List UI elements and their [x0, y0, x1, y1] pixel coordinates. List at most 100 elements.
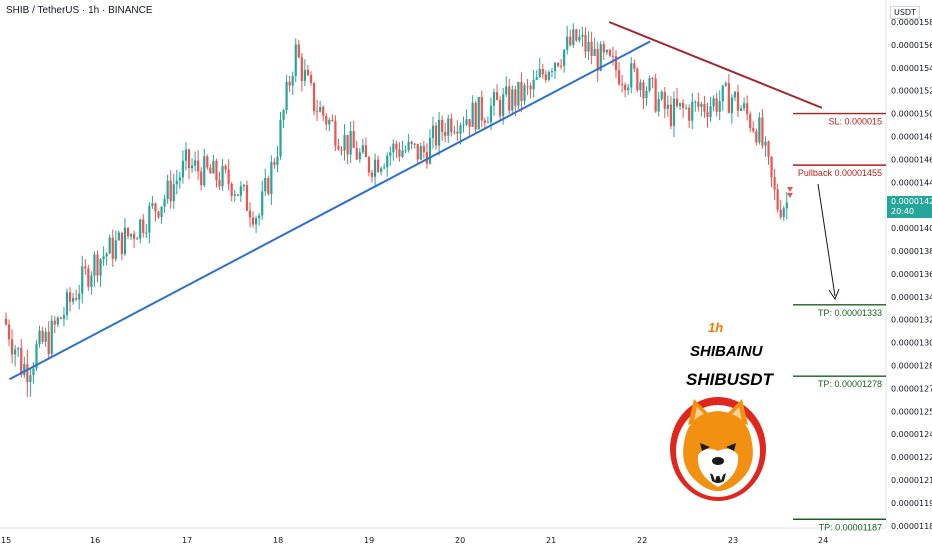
candle-body	[575, 29, 578, 41]
candle-body	[312, 82, 316, 112]
candle-body	[685, 107, 688, 109]
candle-body	[11, 339, 14, 355]
candle-body	[41, 330, 44, 342]
candle-body	[7, 324, 11, 340]
y-tick-label: 0.00001285	[891, 362, 932, 371]
candle-body	[508, 86, 511, 111]
candle-body	[630, 63, 633, 88]
x-tick-label: 16	[90, 536, 100, 545]
candle-body	[389, 152, 392, 156]
candle-body	[666, 104, 669, 109]
level-label-sl: SL: 0.000015	[828, 117, 882, 127]
name-annotation: SHIBAINU	[690, 343, 763, 360]
candle-body	[709, 106, 712, 117]
candle-body	[621, 84, 624, 86]
candle-body	[578, 36, 581, 41]
candle-body	[715, 98, 718, 112]
candle-body	[398, 149, 401, 157]
candle-body	[81, 266, 84, 294]
candle-body	[724, 83, 727, 86]
candle-body	[136, 238, 139, 240]
candle-body	[538, 68, 541, 78]
candle-body	[169, 180, 172, 202]
candle-body	[377, 159, 380, 172]
candle-body	[743, 103, 746, 109]
candle-body	[444, 131, 447, 136]
candle-body	[151, 203, 154, 206]
x-tick-label: 18	[273, 536, 283, 545]
candle-body	[755, 131, 758, 143]
candle-body	[682, 102, 685, 108]
candle-body	[117, 232, 120, 241]
candle-body	[334, 120, 337, 146]
candle-body	[346, 135, 349, 155]
candle-body	[230, 183, 233, 196]
candle-body	[459, 125, 462, 134]
candle-body	[529, 85, 532, 90]
candle-body	[404, 150, 407, 152]
candle-body	[364, 145, 367, 158]
candle-body	[651, 78, 654, 80]
signal-marker	[787, 187, 793, 192]
support-trendline	[8, 40, 651, 381]
y-tick-label: 0.00001225	[891, 453, 932, 462]
candle-body	[767, 141, 770, 157]
candle-body	[407, 141, 410, 151]
candle-body	[319, 106, 322, 112]
candle-body	[785, 202, 788, 209]
candle-body	[267, 178, 270, 195]
currency-button[interactable]: USDT	[890, 6, 920, 19]
candle-body	[160, 206, 163, 218]
candle-body	[505, 86, 508, 95]
candle-body	[261, 191, 264, 216]
candle-body	[553, 63, 557, 72]
candle-body	[129, 233, 133, 237]
candle-body	[285, 81, 288, 111]
candle-body	[410, 141, 413, 145]
candle-body	[206, 156, 209, 168]
candle-body	[32, 368, 35, 376]
candle-body	[255, 218, 258, 225]
candle-body	[65, 292, 69, 315]
x-tick-label: 15	[1, 536, 11, 545]
candle-body	[495, 92, 499, 100]
candle-body	[468, 119, 471, 127]
candle-body	[471, 102, 474, 127]
candle-body	[425, 152, 428, 164]
candle-body	[84, 266, 87, 269]
candle-body	[691, 101, 694, 121]
candle-body	[587, 41, 590, 52]
candle-body	[688, 107, 691, 121]
candle-body	[270, 162, 273, 195]
candle-body	[383, 167, 386, 169]
candle-body	[453, 131, 456, 133]
timeframe-annotation: 1h	[708, 320, 724, 335]
candle-body	[178, 177, 181, 181]
candle-body	[187, 149, 191, 169]
candle-body	[279, 119, 282, 157]
candle-body	[779, 209, 782, 218]
candle-body	[712, 98, 715, 107]
candle-body	[340, 149, 343, 151]
candle-body	[675, 98, 679, 107]
candle-body	[523, 85, 526, 101]
candle-body	[541, 68, 544, 75]
candle-body	[349, 131, 352, 155]
candle-body	[654, 78, 657, 112]
candle-body	[492, 92, 496, 106]
candle-body	[520, 81, 523, 101]
candle-body	[614, 56, 618, 71]
candle-body	[386, 155, 389, 168]
y-tick-label: 0.00001197	[891, 499, 932, 508]
candle-body	[617, 70, 621, 85]
x-tick-label: 21	[546, 536, 556, 545]
candle-body	[50, 320, 53, 354]
level-label-sl: Pullback 0.00001455	[798, 168, 882, 178]
candle-body	[14, 349, 17, 355]
candle-body	[669, 104, 672, 126]
